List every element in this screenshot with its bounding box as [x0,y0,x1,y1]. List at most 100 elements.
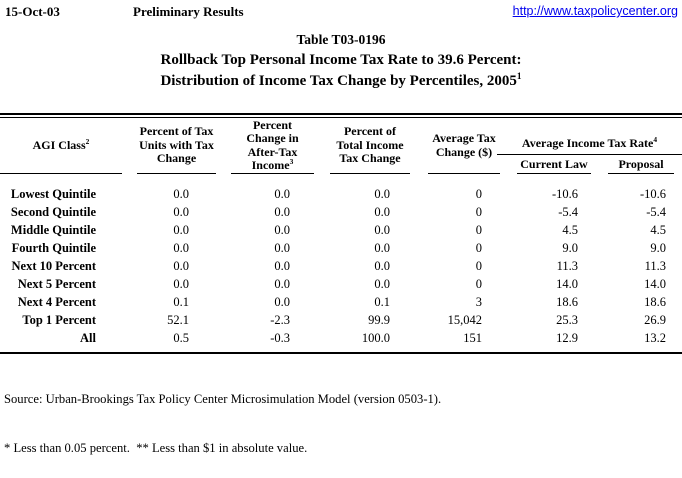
cell: -0.3 [270,331,290,345]
row-label: Next 10 Percent [11,259,96,273]
table-row: Next 10 Percent 0.0 0.0 0.0 0 11.3 11.3 [0,257,682,275]
col-header-pct-change-ati: Percent Change in After-Tax Income3 [231,118,314,174]
cell: 0.0 [173,223,189,237]
col-header-avg-change: Average Tax Change ($) [428,118,500,174]
cell: 52.1 [167,313,189,327]
cell: 0 [475,259,482,273]
table-row: Next 4 Percent 0.1 0.0 0.1 3 18.6 18.6 [0,293,682,311]
cell: 11.3 [644,259,666,273]
asterisk-note: * Less than 0.05 percent. ** Less than $… [4,441,308,456]
cell: 13.2 [644,331,666,345]
row-label: All [80,331,96,345]
table-header: AGI Class2 Percent of Tax Units with Tax… [0,118,682,174]
cell: 100.0 [361,331,390,345]
table-title: Rollback Top Personal Income Tax Rate to… [160,52,522,68]
title-block: Table T03-0196 Rollback Top Personal Inc… [0,29,682,92]
cell: 14.0 [556,277,578,291]
cell: 0.5 [173,331,189,345]
cell: -10.6 [639,187,666,201]
cell: 0.0 [173,205,189,219]
cell: 151 [463,331,482,345]
footnote-marker-2: 2 [85,136,90,146]
source-note: Source: Urban-Brookings Tax Policy Cente… [4,391,442,406]
cell: 0.0 [173,241,189,255]
row-label: Next 4 Percent [17,295,96,309]
table-top-rule [0,113,682,118]
cell: 26.9 [644,313,666,327]
footnotes: Source: Urban-Brookings Tax Policy Cente… [0,354,682,478]
footnote-marker-1: 1 [516,72,522,82]
table-subtitle-text: Distribution of Income Tax Change by Per… [160,73,517,89]
cell: 0.0 [274,295,290,309]
cell: 0.1 [173,295,189,309]
top-bar: 15-Oct-03 Preliminary Results http://www… [0,0,682,20]
cell: 0.0 [374,277,390,291]
cell: 0 [475,223,482,237]
cell: 9.0 [650,241,666,255]
footnote-marker-4: 4 [653,134,658,144]
cell: 0.0 [274,259,290,273]
col-header-agi-class: AGI Class2 [0,118,122,174]
row-label: Middle Quintile [10,223,96,237]
cell: 0.0 [173,259,189,273]
table-row: Fourth Quintile 0.0 0.0 0.0 0 9.0 9.0 [0,239,682,257]
cell: 0.0 [173,187,189,201]
cell: 0.0 [173,277,189,291]
table-number-title: Table T03-0196 [296,32,386,47]
cell: 0 [475,241,482,255]
cell: 25.3 [556,313,578,327]
table-bottom-rule [0,352,682,354]
table-row: All 0.5 -0.3 100.0 151 12.9 13.2 [0,329,682,347]
col-header-proposal: Proposal [608,155,674,174]
cell: 9.0 [562,241,578,255]
cell: 4.5 [562,223,578,237]
col-header-group-avg-income-tax-rate: Average Income Tax Rate4 [497,118,682,155]
taxpolicycenter-link[interactable]: http://www.taxpolicycenter.org [512,4,678,18]
cell: 0.0 [274,205,290,219]
table-subtitle: Distribution of Income Tax Change by Per… [0,71,682,92]
cell: -5.4 [558,205,578,219]
cell: 14.0 [644,277,666,291]
cell: -2.3 [270,313,290,327]
cell: 0 [475,277,482,291]
table-row: Second Quintile 0.0 0.0 0.0 0 -5.4 -5.4 [0,203,682,221]
status-label: Preliminary Results [133,4,244,19]
cell: -10.6 [551,187,578,201]
cell: 0.0 [374,259,390,273]
row-label: Top 1 Percent [22,313,96,327]
cell: 12.9 [556,331,578,345]
cell: 0.1 [374,295,390,309]
cell: 18.6 [556,295,578,309]
cell: 0.0 [274,223,290,237]
cell: 18.6 [644,295,666,309]
cell: 99.9 [368,313,390,327]
row-label: Next 5 Percent [17,277,96,291]
row-label: Fourth Quintile [11,241,96,255]
cell: -5.4 [646,205,666,219]
cell: 0.0 [274,277,290,291]
row-label: Second Quintile [10,205,96,219]
footnote-marker-3: 3 [289,157,294,166]
col-header-pct-total: Percent of Total Income Tax Change [330,118,410,174]
cell: 0.0 [274,187,290,201]
row-label: Lowest Quintile [10,187,96,201]
cell: 0 [475,205,482,219]
table-row: Next 5 Percent 0.0 0.0 0.0 0 14.0 14.0 [0,275,682,293]
cell: 15,042 [447,313,482,327]
cell: 0.0 [374,223,390,237]
col-header-current-law: Current Law [517,155,591,174]
cell: 11.3 [556,259,578,273]
cell: 0.0 [374,187,390,201]
table-body: Lowest Quintile 0.0 0.0 0.0 0 -10.6 -10.… [0,174,682,347]
cell: 0.0 [374,241,390,255]
cell: 0.0 [274,241,290,255]
table-row: Middle Quintile 0.0 0.0 0.0 0 4.5 4.5 [0,221,682,239]
cell: 0.0 [374,205,390,219]
cell: 3 [475,295,482,309]
cell: 0 [475,187,482,201]
date-label: 15-Oct-03 [5,4,60,19]
col-header-pct-units: Percent of Tax Units with Tax Change [137,118,216,174]
cell: 4.5 [650,223,666,237]
table-row: Lowest Quintile 0.0 0.0 0.0 0 -10.6 -10.… [0,185,682,203]
